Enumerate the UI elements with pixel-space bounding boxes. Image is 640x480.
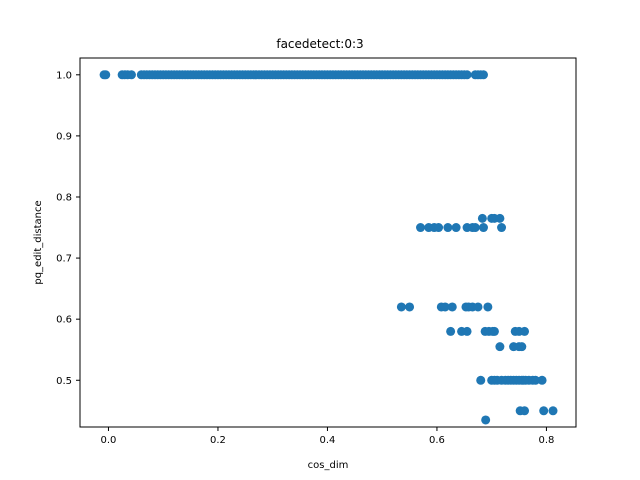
- x-axis-ticks: 0.0 0.2 0.4 0.6 0.8: [101, 427, 554, 446]
- scatter-point: [497, 223, 507, 233]
- scatter-point: [462, 70, 472, 80]
- scatter-point: [446, 326, 456, 336]
- scatter-point: [520, 326, 530, 336]
- scatter-point: [405, 302, 415, 312]
- scatter-point: [396, 302, 406, 312]
- x-axis-label: cos_dim: [308, 460, 349, 471]
- y-axis-ticks: 0.5 0.6 0.7 0.8 0.9 1.0: [56, 70, 80, 387]
- scatter-point: [473, 302, 483, 312]
- x-tick-label: 0.8: [538, 435, 554, 446]
- scatter-point: [462, 326, 472, 336]
- scatter-point: [477, 213, 487, 223]
- y-axis-label: pq_edit_distance: [33, 200, 44, 284]
- scatter-point: [101, 70, 111, 80]
- scatter-point: [434, 223, 444, 233]
- scatter-point: [478, 70, 488, 80]
- scatter-point: [483, 302, 493, 312]
- scatter-point: [489, 326, 499, 336]
- scatter-point: [443, 223, 453, 233]
- scatter-point: [537, 375, 547, 385]
- y-tick-label: 0.6: [56, 315, 72, 326]
- scatter-point: [520, 406, 530, 416]
- scatter-point: [495, 213, 505, 223]
- scatter-point: [451, 223, 461, 233]
- y-tick-label: 0.8: [56, 192, 72, 203]
- scatter-point: [481, 415, 491, 425]
- x-tick-label: 0.4: [319, 435, 335, 446]
- data-points: [99, 70, 558, 425]
- scatter-point: [416, 223, 426, 233]
- chart-title: facedetect:0:3: [276, 37, 363, 51]
- y-tick-label: 0.7: [56, 254, 72, 265]
- scatter-point: [126, 70, 136, 80]
- scatter-point: [548, 406, 558, 416]
- scatter-point: [478, 223, 488, 233]
- scatter-point: [440, 302, 450, 312]
- scatter-point: [495, 342, 505, 352]
- scatter-point: [517, 342, 527, 352]
- scatter-point: [447, 302, 457, 312]
- x-tick-label: 0.0: [101, 435, 117, 446]
- scatter-point: [476, 375, 486, 385]
- scatter-point: [470, 223, 480, 233]
- y-tick-label: 0.5: [56, 376, 72, 387]
- scatter-point: [539, 406, 549, 416]
- y-tick-label: 1.0: [56, 70, 72, 81]
- plot-frame: [79, 57, 577, 428]
- y-tick-label: 0.9: [56, 131, 72, 142]
- scatter-point: [530, 375, 540, 385]
- x-tick-label: 0.2: [210, 435, 226, 446]
- x-tick-label: 0.6: [429, 435, 445, 446]
